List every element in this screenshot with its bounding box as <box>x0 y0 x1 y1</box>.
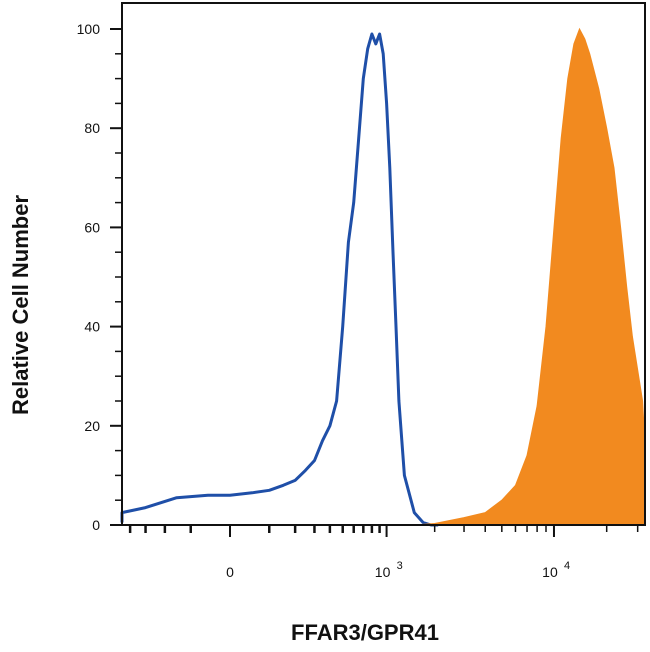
y-tick-label: 80 <box>84 120 100 136</box>
x-tick-exponent: 4 <box>564 560 570 572</box>
y-tick-label: 20 <box>84 418 100 434</box>
y-tick-label: 60 <box>84 219 100 235</box>
y-tick-label: 40 <box>84 319 100 335</box>
y-tick-label: 0 <box>92 517 100 533</box>
y-axis-label: Relative Cell Number <box>8 195 33 416</box>
x-tick-label: 10 <box>375 564 391 580</box>
y-tick-label: 100 <box>77 21 101 37</box>
x-tick-exponent: 3 <box>397 560 403 572</box>
series-1-filled-histogram <box>122 27 646 526</box>
x-tick-label: 10 <box>542 564 558 580</box>
y-axis: 0 20 40 60 80 100 <box>77 21 122 533</box>
plot-frame <box>121 2 646 526</box>
series-layer <box>120 27 646 527</box>
x-axis: 0103104105 <box>128 525 639 580</box>
x-axis-label: FFAR3/GPR41 <box>291 620 439 645</box>
series-0-outline-histogram <box>120 32 439 527</box>
x-tick-label: 0 <box>226 564 234 580</box>
